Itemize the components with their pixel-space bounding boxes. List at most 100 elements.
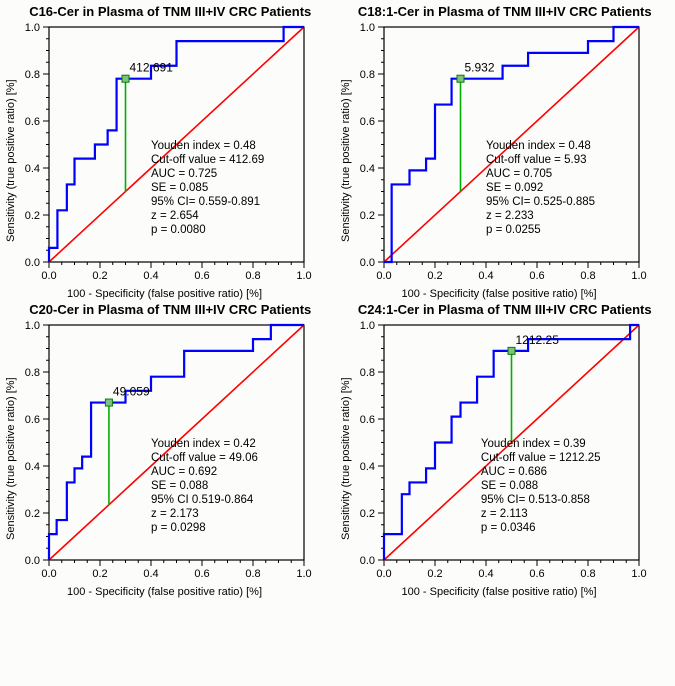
svg-text:0.0: 0.0 xyxy=(359,257,374,269)
chart-wrap: Sensitivity (true positive ratio) [%] 0.0… xyxy=(4,21,337,300)
svg-text:0.6: 0.6 xyxy=(529,568,544,580)
y-axis-label: Sensitivity (true positive ratio) [%] xyxy=(4,36,17,286)
svg-text:0.4: 0.4 xyxy=(143,568,158,580)
stats-line: SE = 0.088 xyxy=(151,480,208,492)
svg-text:0.2: 0.2 xyxy=(427,568,442,580)
svg-text:1.0: 1.0 xyxy=(359,320,374,332)
cutoff-label: 5.932 xyxy=(464,61,494,75)
stats-line: z = 2.113 xyxy=(480,508,527,520)
svg-text:0.2: 0.2 xyxy=(427,270,442,282)
roc-plot: 0.00.00.20.20.40.40.60.60.80.81.01.0412.… xyxy=(17,21,312,286)
cutoff-marker xyxy=(457,75,464,82)
roc-panel-0: C16-Cer in Plasma of TNM III+IV CRC Pati… xyxy=(4,4,337,300)
svg-text:0.6: 0.6 xyxy=(529,270,544,282)
stats-line: 95% CI= 0.513-0.858 xyxy=(480,494,589,506)
svg-text:0.0: 0.0 xyxy=(41,270,56,282)
stats-line: Cut-off value = 5.93 xyxy=(486,154,586,166)
svg-text:0.2: 0.2 xyxy=(359,508,374,520)
chart-wrap: Sensitivity (true positive ratio) [%]0.0… xyxy=(4,319,337,598)
stats-line: Cut-off value = 49.06 xyxy=(151,452,258,464)
stats-line: p = 0.0080 xyxy=(151,224,206,236)
cutoff-label: 49.059 xyxy=(113,385,150,399)
stats-line: AUC = 0.686 xyxy=(480,466,546,478)
svg-text:0.6: 0.6 xyxy=(194,270,209,282)
roc-plot: 0.00.00.20.20.40.40.60.60.80.81.01.01212… xyxy=(352,319,647,584)
svg-text:0.4: 0.4 xyxy=(359,163,374,175)
svg-text:0.4: 0.4 xyxy=(359,461,374,473)
svg-text:0.8: 0.8 xyxy=(25,367,40,379)
svg-text:0.8: 0.8 xyxy=(580,568,595,580)
svg-text:0.8: 0.8 xyxy=(25,69,40,81)
svg-text:1.0: 1.0 xyxy=(359,22,374,34)
panel-title: C24:1-Cer in Plasma of TNM III+IV CRC Pa… xyxy=(339,302,672,317)
svg-text:0.0: 0.0 xyxy=(376,270,391,282)
stats-line: Youden index = 0.48 xyxy=(486,140,591,152)
svg-text:0.4: 0.4 xyxy=(143,270,158,282)
stats-line: Youden index = 0.42 xyxy=(151,438,256,450)
roc-panel-3: C24:1-Cer in Plasma of TNM III+IV CRC Pa… xyxy=(339,302,672,598)
svg-text:0.0: 0.0 xyxy=(41,568,56,580)
svg-text:0.2: 0.2 xyxy=(92,568,107,580)
stats-line: Youden index = 0.39 xyxy=(480,438,585,450)
roc-panel-1: C18:1-Cer in Plasma of TNM III+IV CRC Pa… xyxy=(339,4,672,300)
stats-line: AUC = 0.705 xyxy=(486,168,552,180)
cutoff-marker xyxy=(122,75,129,82)
svg-text:0.4: 0.4 xyxy=(25,461,40,473)
svg-text:0.0: 0.0 xyxy=(376,568,391,580)
svg-text:0.2: 0.2 xyxy=(92,270,107,282)
svg-text:0.4: 0.4 xyxy=(478,568,493,580)
svg-text:1.0: 1.0 xyxy=(631,270,646,282)
x-axis-label: 100 - Specificity (false positive ratio)… xyxy=(352,586,647,598)
roc-panel-2: C20-Cer in Plasma of TNM III+IV CRC Pati… xyxy=(4,302,337,598)
x-axis-label: 100 - Specificity (false positive ratio)… xyxy=(17,288,312,300)
roc-plot: 0.00.0 0.2 0.2 0.4 0.4 0.6 0.6 0.8 0.8 1.0 1.0 49.0… xyxy=(17,319,312,584)
svg-text:0.8: 0.8 xyxy=(245,568,260,580)
svg-text:0.8: 0.8 xyxy=(580,270,595,282)
panel-title: C16-Cer in Plasma of TNM III+IV CRC Pati… xyxy=(4,4,337,19)
svg-text:0.2: 0.2 xyxy=(25,210,40,222)
stats-line: SE = 0.092 xyxy=(486,182,543,194)
chart-wrap: Sensitivity (true positive ratio) [%]0.0… xyxy=(339,319,672,598)
svg-text:1.0: 1.0 xyxy=(296,568,311,580)
stats-line: z = 2.233 xyxy=(486,210,534,222)
stats-line: Cut-off value = 412.69 xyxy=(151,154,264,166)
panel-title: C18:1-Cer in Plasma of TNM III+IV CRC Pa… xyxy=(339,4,672,19)
panel-title: C20-Cer in Plasma of TNM III+IV CRC Pati… xyxy=(4,302,337,317)
cutoff-marker xyxy=(508,347,515,354)
stats-line: Cut-off value = 1212.25 xyxy=(480,452,600,464)
cutoff-label: 1212.25 xyxy=(515,333,559,347)
stats-line: 95% CI 0.519-0.864 xyxy=(151,494,254,506)
y-axis-label: Sensitivity (true positive ratio) [%] xyxy=(339,36,352,286)
svg-text:0.2: 0.2 xyxy=(359,210,374,222)
svg-text:0.6: 0.6 xyxy=(25,116,40,128)
cutoff-label: 412.691 xyxy=(130,61,174,75)
stats-line: 95% CI= 0.559-0.891 xyxy=(151,196,260,208)
svg-text:0.8: 0.8 xyxy=(245,270,260,282)
y-axis-label: Sensitivity (true positive ratio) [%] xyxy=(4,334,17,584)
stats-line: z = 2.654 xyxy=(151,210,199,222)
svg-text:0.4: 0.4 xyxy=(478,270,493,282)
stats-line: Youden index = 0.48 xyxy=(151,140,256,152)
svg-text:1.0: 1.0 xyxy=(25,320,40,332)
stats-line: p = 0.0255 xyxy=(486,224,541,236)
svg-text:0.0: 0.0 xyxy=(25,257,40,269)
svg-text:1.0: 1.0 xyxy=(25,22,40,34)
svg-text:0.8: 0.8 xyxy=(359,367,374,379)
stats-line: p = 0.0298 xyxy=(151,522,206,534)
svg-text:0.6: 0.6 xyxy=(359,116,374,128)
svg-text:0.2: 0.2 xyxy=(25,508,40,520)
svg-text:0.6: 0.6 xyxy=(25,414,40,426)
svg-text:0.6: 0.6 xyxy=(194,568,209,580)
stats-line: SE = 0.085 xyxy=(151,182,208,194)
x-axis-label: 100 - Specificity (false positive ratio)… xyxy=(352,288,647,300)
svg-text:1.0: 1.0 xyxy=(631,568,646,580)
chart-wrap: Sensitivity (true positive ratio) [%] 0.0… xyxy=(339,21,672,300)
svg-text:0.0: 0.0 xyxy=(25,555,40,567)
x-axis-label: 100 - Specificity (false positive ratio)… xyxy=(17,586,312,598)
stats-line: 95% CI= 0.525-0.885 xyxy=(486,196,595,208)
svg-text:0.6: 0.6 xyxy=(359,414,374,426)
stats-line: SE = 0.088 xyxy=(480,480,537,492)
svg-text:1.0: 1.0 xyxy=(296,270,311,282)
stats-line: AUC = 0.725 xyxy=(151,168,217,180)
stats-line: AUC = 0.692 xyxy=(151,466,217,478)
